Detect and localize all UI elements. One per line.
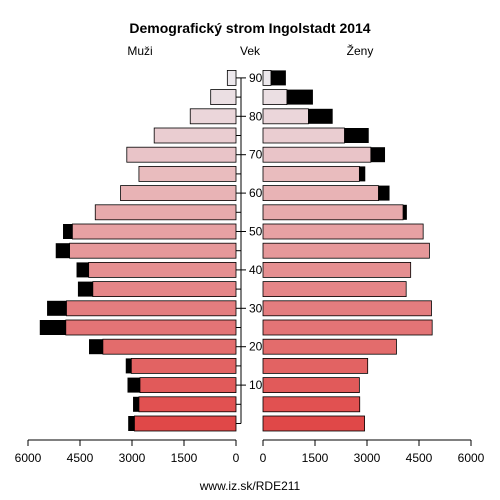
male-bar-50-54 (71, 223, 237, 240)
female-bar-40-44 (262, 261, 412, 278)
male-bar-65-69 (138, 165, 237, 182)
male-bar-70-74 (126, 146, 237, 163)
female-bar-65-69 (262, 165, 360, 182)
male-bar-85-89 (210, 89, 237, 105)
female-bars (262, 70, 433, 432)
male-surplus-10-14 (127, 377, 140, 393)
female-bar-80-84 (262, 108, 309, 125)
female-bar-50-54 (262, 223, 424, 240)
age-tick-label: 50 (249, 225, 263, 239)
male-bar-30-34 (66, 300, 237, 317)
x-axis-right: 0 1500 3000 4500 6000 (260, 439, 485, 465)
age-tick-label: 60 (249, 186, 263, 200)
x-tick-label-left: 4500 (67, 451, 94, 465)
x-axis-left: 6000 4500 3000 1500 0 (15, 439, 240, 465)
x-tick-label-left: 0 (233, 451, 240, 465)
female-surplus-90+ (270, 70, 286, 86)
male-surplus-5-9 (133, 396, 139, 412)
age-label: Vek (240, 44, 261, 58)
x-tick-label-right: 0 (260, 451, 267, 465)
female-bar-45-49 (262, 242, 430, 259)
male-bar-20-24 (102, 338, 237, 355)
female-bar-85-89 (262, 89, 288, 105)
male-bar-35-39 (92, 281, 237, 298)
age-tick-label: 90 (249, 71, 263, 85)
female-bar-30-34 (262, 300, 432, 317)
age-tick-label: 70 (249, 148, 263, 162)
male-surplus-20-24 (89, 339, 103, 355)
female-bar-5-9 (262, 396, 361, 413)
age-tick-label: 20 (249, 340, 263, 354)
male-surplus-40-44 (76, 262, 89, 278)
female-bar-75-79 (262, 127, 345, 144)
male-surplus-0-4 (128, 416, 135, 431)
female-bar-55-59 (262, 204, 404, 221)
female-surplus-60-64 (378, 185, 390, 201)
females-label: Ženy (347, 43, 374, 58)
x-tick-label-left: 6000 (15, 451, 42, 465)
male-bar-10-14 (139, 377, 237, 394)
female-bar-15-19 (262, 357, 369, 374)
male-bar-15-19 (130, 357, 237, 374)
age-tick-label: 40 (249, 263, 263, 277)
male-bar-75-79 (153, 127, 237, 144)
male-surplus-45-49 (55, 243, 70, 259)
age-tick-label: 30 (249, 301, 263, 315)
males-label: Muži (127, 44, 152, 58)
female-bar-70-74 (262, 146, 372, 163)
female-bar-90+ (262, 70, 272, 86)
male-bar-40-44 (88, 261, 237, 278)
x-tick-label-right: 4500 (406, 451, 433, 465)
male-bar-25-29 (65, 319, 237, 336)
female-surplus-55-59 (403, 204, 407, 220)
female-bar-35-39 (262, 281, 407, 298)
female-bar-25-29 (262, 319, 433, 336)
female-bar-0-4 (262, 415, 365, 432)
male-bar-5-9 (138, 396, 237, 413)
female-surplus-65-69 (359, 166, 366, 182)
male-bar-0-4 (134, 415, 237, 432)
x-tick-label-left: 3000 (119, 451, 146, 465)
age-tick-label: 10 (249, 378, 263, 392)
female-surplus-85-89 (286, 89, 313, 105)
female-surplus-70-74 (370, 147, 386, 163)
female-bar-60-64 (262, 185, 379, 202)
male-bar-90+ (226, 70, 237, 86)
x-tick-label-left: 1500 (171, 451, 198, 465)
male-surplus-35-39 (77, 281, 93, 297)
female-bar-20-24 (262, 338, 397, 355)
female-surplus-80-84 (308, 108, 333, 124)
male-bar-60-64 (120, 185, 237, 202)
x-tick-label-right: 3000 (354, 451, 381, 465)
age-axis: 10 20 30 40 50 60 70 80 90 (236, 71, 263, 424)
chart-title: Demografický strom Ingolstadt 2014 (129, 20, 370, 36)
male-bars (39, 70, 237, 432)
male-surplus-25-29 (39, 320, 66, 335)
male-bar-45-49 (69, 242, 237, 259)
footer-url: www.iz.sk/RDE211 (199, 479, 301, 493)
x-tick-label-right: 1500 (302, 451, 329, 465)
female-bar-10-14 (262, 377, 360, 394)
age-tick-label: 80 (249, 109, 263, 123)
male-surplus-15-19 (125, 358, 132, 374)
x-tick-label-right: 6000 (458, 451, 485, 465)
male-bar-80-84 (189, 108, 237, 125)
male-surplus-50-54 (63, 224, 73, 239)
male-surplus-30-34 (47, 300, 67, 316)
male-bar-55-59 (94, 204, 237, 221)
female-surplus-75-79 (344, 128, 369, 143)
